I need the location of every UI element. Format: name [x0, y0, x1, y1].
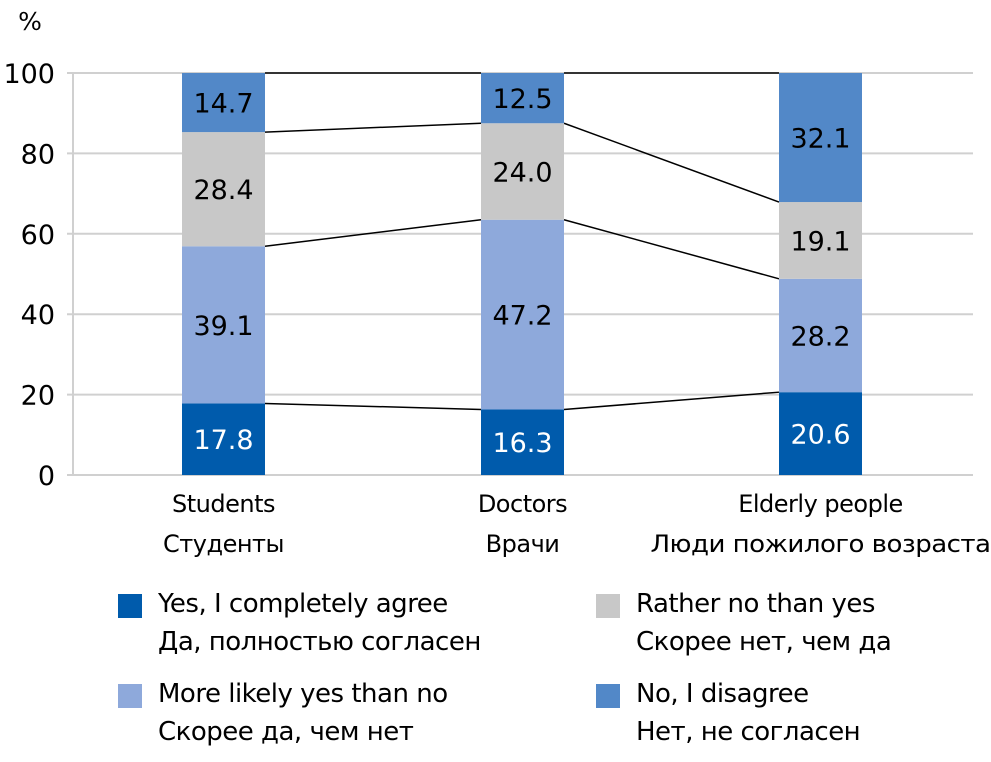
data-label: 24.0	[492, 157, 552, 188]
bar-segment	[779, 73, 862, 203]
y-tick-label: 60	[21, 220, 55, 251]
legend-item-completely-agree: Yes, I completely agree Да, полностью со…	[118, 585, 481, 661]
category-label-ru: Студенты	[163, 530, 284, 558]
bar-segment	[481, 73, 564, 124]
legend-label-ru: Нет, не согласен	[636, 717, 861, 747]
bar-segment	[779, 392, 862, 475]
series-connector-line	[264, 402, 482, 411]
bar-segment	[481, 219, 564, 410]
series-connector-line	[264, 218, 482, 248]
series-connector-line	[563, 391, 780, 411]
legend-text: No, I disagree Нет, не согласен	[636, 675, 861, 751]
data-label: 47.2	[492, 301, 552, 332]
y-tick-label: 20	[21, 381, 55, 412]
bar-segment	[182, 132, 265, 247]
bar-segment	[182, 246, 265, 404]
category-label-ru: Врачи	[486, 530, 560, 558]
legend-swatch	[596, 594, 620, 618]
bar-segment	[779, 202, 862, 279]
y-axis-unit-label: %	[18, 7, 42, 36]
legend-label-en: More likely yes than no	[158, 679, 448, 709]
legend-label-en: No, I disagree	[636, 679, 809, 709]
y-tick-label: 100	[3, 59, 55, 90]
data-label: 32.1	[790, 124, 850, 155]
bar-segment	[779, 278, 862, 393]
legend-swatch	[596, 684, 620, 708]
series-connector-lines	[264, 72, 780, 411]
bar-segment	[182, 403, 265, 475]
legend-swatch	[118, 684, 142, 708]
y-tick-label: 80	[21, 139, 55, 170]
data-label: 28.2	[790, 322, 850, 353]
data-label: 12.5	[492, 84, 552, 115]
legend-text: Rather no than yes Скорее нет, чем да	[636, 585, 892, 661]
category-label-en: Elderly people	[738, 490, 903, 518]
legend-item-rather-no: Rather no than yes Скорее нет, чем да	[596, 585, 892, 661]
category-label-en: Doctors	[478, 490, 567, 518]
legend-label-ru: Скорее нет, чем да	[636, 627, 892, 657]
data-label: 19.1	[790, 226, 850, 257]
legend-item-likely-yes: More likely yes than no Скорее да, чем н…	[118, 675, 448, 751]
category-label-en: Students	[172, 490, 275, 518]
legend-item-disagree: No, I disagree Нет, не согласен	[596, 675, 861, 751]
data-label: 17.8	[193, 425, 253, 456]
data-label: 28.4	[193, 175, 253, 206]
bar-segment	[182, 73, 265, 133]
y-axis-ticks: 0 20 40 60 80 100	[3, 59, 55, 492]
data-label: 20.6	[790, 420, 850, 451]
series-connector-line	[264, 122, 482, 133]
y-tick-label: 40	[21, 300, 55, 331]
legend-text: More likely yes than no Скорее да, чем н…	[158, 675, 448, 751]
data-label: 16.3	[492, 428, 552, 459]
series-connector-line	[563, 122, 780, 203]
legend-label-ru: Скорее да, чем нет	[158, 717, 414, 747]
data-label: 14.7	[193, 89, 253, 120]
legend-text: Yes, I completely agree Да, полностью со…	[158, 585, 481, 661]
legend-label-ru: Да, полностью согласен	[158, 627, 481, 657]
bars: 17.8 39.1 28.4 14.7 16.3 47.2 24.0 12.5 20.6 28.2…	[182, 73, 862, 475]
legend-label-en: Rather no than yes	[636, 589, 875, 619]
x-axis-categories: Students Студенты Doctors Врачи Elderly peop…	[163, 490, 991, 558]
y-tick-label: 0	[38, 461, 55, 492]
bar-segment	[481, 123, 564, 220]
legend-label-en: Yes, I completely agree	[158, 589, 448, 619]
series-connector-line	[563, 219, 780, 280]
category-label-ru: Люди пожилого возраста	[651, 530, 991, 558]
data-label: 39.1	[193, 311, 253, 342]
bar-segment	[481, 409, 564, 475]
legend-swatch	[118, 594, 142, 618]
